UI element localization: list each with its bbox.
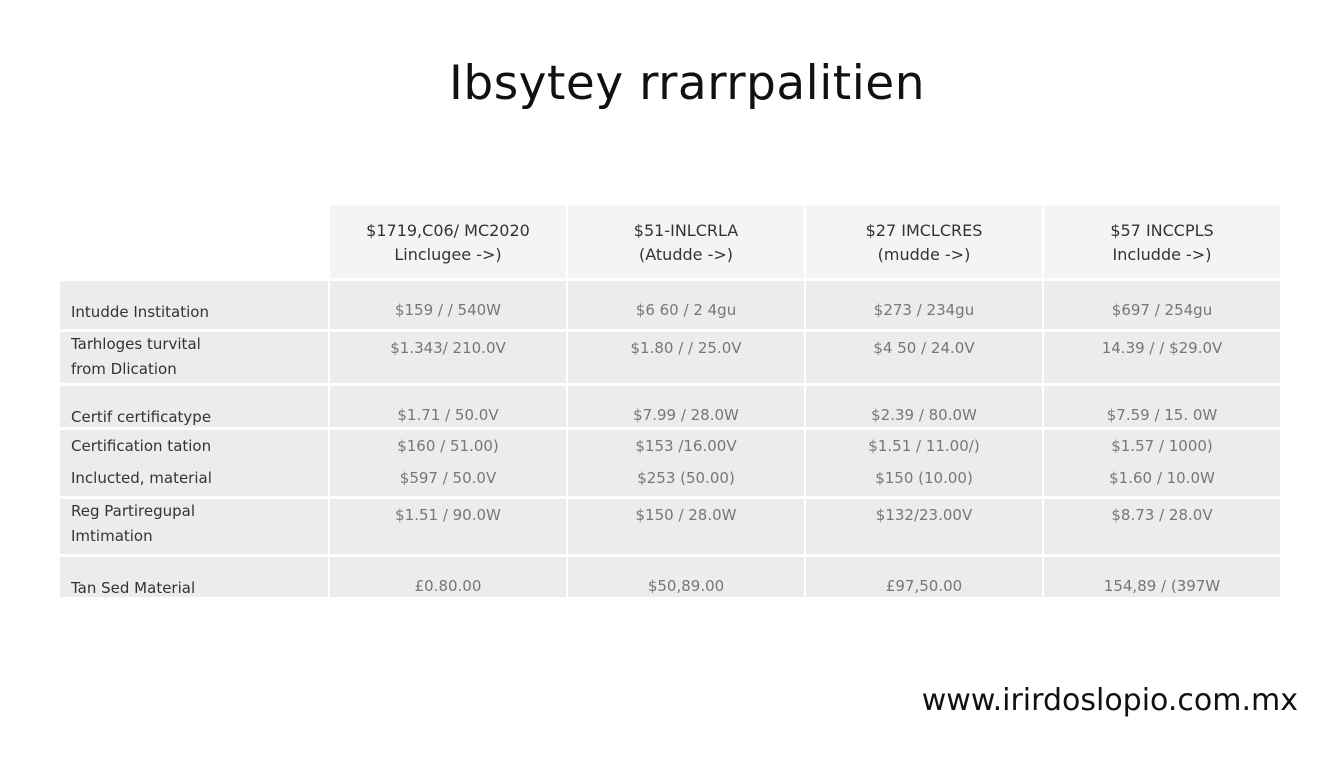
column-header-text: $27 IMCLCRES: [865, 221, 983, 240]
price-value: $273 / 234gu: [873, 301, 975, 319]
column-header-text: $1719,C06/ MC2020: [366, 221, 530, 240]
price-cell: $1.51 / 11.00/) $150 (10.00): [806, 430, 1042, 496]
price-cell: $7.59 / 15. 0W: [1044, 386, 1280, 427]
footer-url: www.irirdoslopio.com.mx: [921, 683, 1298, 718]
price-value: $150 (10.00): [875, 469, 973, 487]
table-row: Certif certificatype $1.71 / 50.0V $7.99 /…: [60, 386, 1282, 427]
price-cell: $6 60 / 2 4gu: [568, 281, 804, 329]
price-cell: $697 / 254gu: [1044, 281, 1280, 329]
price-cell: $8.73 / 28.0V: [1044, 499, 1280, 554]
price-cell: $132/23.00V: [806, 499, 1042, 554]
price-cell: $160 / 51.00) $597 / 50.0V: [330, 430, 566, 496]
price-value: $1.343/ 210.0V: [390, 339, 506, 357]
table-header-row: $1719,C06/ MC2020 Linclugee ->) $51-INLCRL…: [60, 205, 1282, 278]
price-cell: 14.39 / / $29.0V: [1044, 332, 1280, 383]
column-header-text: Includde ->): [1112, 245, 1212, 264]
row-label-text: from Dlication: [71, 360, 177, 378]
price-value: $8.73 / 28.0V: [1111, 506, 1213, 524]
row-label: Tan Sed Material: [60, 557, 328, 597]
row-label-text: Certif certificatype: [71, 408, 212, 426]
price-cell: $159 / / 540W: [330, 281, 566, 329]
table-row: Certification tation Inclucted, material $…: [60, 430, 1282, 496]
column-header-text: (Atudde ->): [639, 245, 733, 264]
price-value: $153 /16.00V: [635, 437, 737, 455]
row-label: Tarhloges turvital from Dlication: [60, 332, 328, 383]
header-empty-cell: [60, 205, 328, 278]
price-value: $1.51 / 90.0W: [395, 506, 501, 524]
price-value: 154,89 / (397W: [1103, 577, 1221, 595]
column-header-text: $57 INCCPLS: [1110, 221, 1214, 240]
price-cell: $4 50 / 24.0V: [806, 332, 1042, 383]
price-value: £0.80.00: [414, 577, 482, 595]
table-row: Reg Partiregupal Imtimation $1.51 / 90.0W $…: [60, 499, 1282, 554]
column-header: $51-INLCRLA (Atudde ->): [568, 205, 804, 278]
price-value: $597 / 50.0V: [399, 469, 497, 487]
price-value: $2.39 / 80.0W: [871, 406, 977, 424]
row-label-text: Intudde Institation: [71, 303, 209, 321]
table-row: Tarhloges turvital from Dlication $1.343/ …: [60, 332, 1282, 383]
column-header: $57 INCCPLS Includde ->): [1044, 205, 1280, 278]
price-value: $1.51 / 11.00/): [868, 437, 980, 455]
row-label-text: Certification tation: [71, 437, 212, 455]
page-title: Ibsytey rrarrpalitien: [449, 56, 925, 111]
price-cell: $50,89.00: [568, 557, 804, 597]
price-value: $6 60 / 2 4gu: [635, 301, 737, 319]
price-value: $132/23.00V: [875, 506, 973, 524]
price-value: £97,50.00: [885, 577, 963, 595]
price-value: $160 / 51.00): [397, 437, 499, 455]
price-value: $150 / 28.0W: [635, 506, 737, 524]
column-header-text: (mudde ->): [877, 245, 971, 264]
row-label: Reg Partiregupal Imtimation: [60, 499, 328, 554]
column-header-text: $51-INLCRLA: [633, 221, 739, 240]
row-label-text: Inclucted, material: [71, 469, 212, 487]
price-cell: $1.57 / 1000) $1.60 / 10.0W: [1044, 430, 1280, 496]
price-cell: $150 / 28.0W: [568, 499, 804, 554]
price-cell: $1.80 / / 25.0V: [568, 332, 804, 383]
price-value: $697 / 254gu: [1111, 301, 1213, 319]
row-label-text: Reg Partiregupal: [71, 502, 196, 520]
row-label-text: Tarhloges turvital: [71, 335, 201, 353]
table-row: Intudde Institation $159 / / 540W $6 60 / …: [60, 281, 1282, 329]
table-row: Tan Sed Material £0.80.00 $50,89.00 £97,50.…: [60, 557, 1282, 597]
column-header-text: Linclugee ->): [394, 245, 502, 264]
price-value: $50,89.00: [647, 577, 725, 595]
row-label: Certif certificatype: [60, 386, 328, 427]
price-value: $1.57 / 1000): [1111, 437, 1213, 455]
price-value: $1.60 / 10.0W: [1109, 469, 1215, 487]
row-label-text: Imtimation: [71, 527, 153, 545]
price-value: $1.80 / / 25.0V: [630, 339, 742, 357]
price-value: $253 (50.00): [637, 469, 735, 487]
price-value: $4 50 / 24.0V: [873, 339, 975, 357]
price-value: $1.71 / 50.0V: [397, 406, 499, 424]
price-cell: $1.51 / 90.0W: [330, 499, 566, 554]
price-value: $7.99 / 28.0W: [633, 406, 739, 424]
row-label: Certification tation Inclucted, material: [60, 430, 328, 496]
price-cell: £97,50.00: [806, 557, 1042, 597]
price-value: $159 / / 540W: [394, 301, 502, 319]
price-cell: $273 / 234gu: [806, 281, 1042, 329]
price-cell: $153 /16.00V $253 (50.00): [568, 430, 804, 496]
pricing-table: $1719,C06/ MC2020 Linclugee ->) $51-INLCRL…: [60, 205, 1282, 600]
row-label: Intudde Institation: [60, 281, 328, 329]
price-cell: 154,89 / (397W: [1044, 557, 1280, 597]
price-value: 14.39 / / $29.0V: [1101, 339, 1223, 357]
price-cell: $7.99 / 28.0W: [568, 386, 804, 427]
price-cell: $1.343/ 210.0V: [330, 332, 566, 383]
price-cell: £0.80.00: [330, 557, 566, 597]
price-cell: $2.39 / 80.0W: [806, 386, 1042, 427]
row-label-text: Tan Sed Material: [71, 579, 196, 597]
price-value: $7.59 / 15. 0W: [1106, 406, 1218, 424]
column-header: $27 IMCLCRES (mudde ->): [806, 205, 1042, 278]
price-cell: $1.71 / 50.0V: [330, 386, 566, 427]
column-header: $1719,C06/ MC2020 Linclugee ->): [330, 205, 566, 278]
